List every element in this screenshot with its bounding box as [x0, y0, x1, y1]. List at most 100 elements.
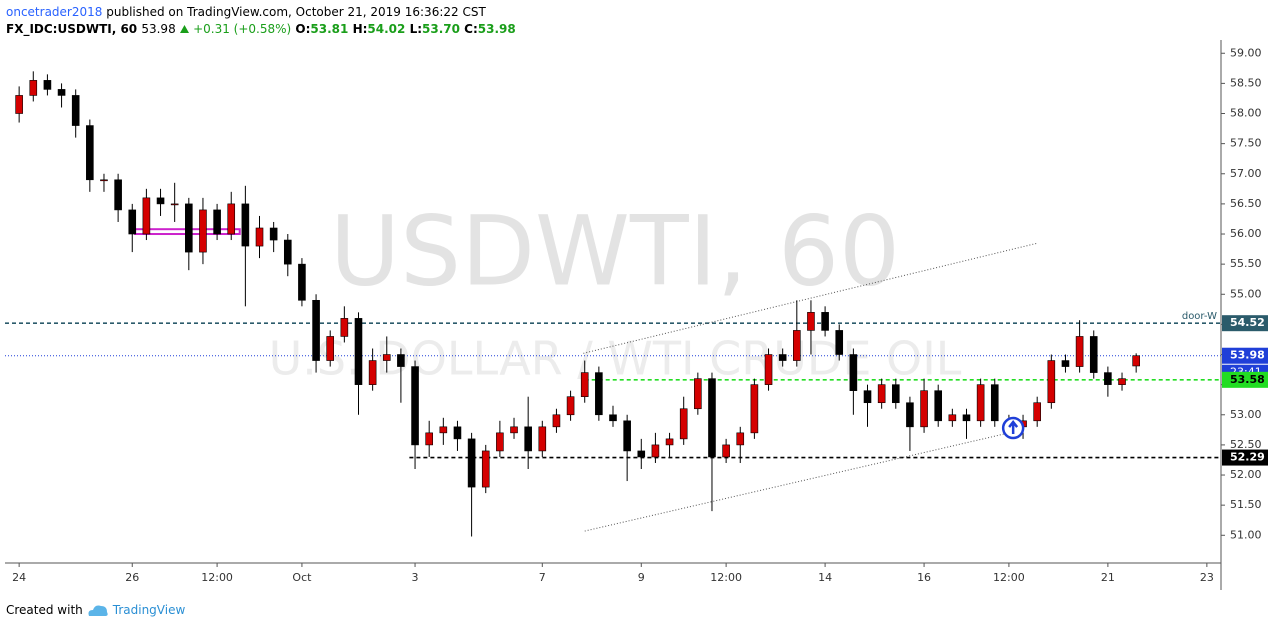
candle-body: [750, 384, 759, 434]
candle-body: [170, 203, 179, 206]
candle-body: [637, 450, 646, 458]
candle-body: [821, 312, 829, 331]
last: 53.98: [141, 22, 176, 36]
candle-body: [397, 354, 405, 367]
y-tick-label: 56.00: [1230, 227, 1262, 240]
price-label: 54.52: [1230, 316, 1265, 329]
candle-body: [57, 89, 66, 96]
c-value: 53.98: [477, 22, 516, 36]
candle-body: [778, 354, 787, 361]
candle-body: [114, 179, 122, 211]
price-label: 53.58: [1230, 373, 1265, 386]
candle-body: [100, 179, 108, 182]
candle-body: [213, 209, 221, 235]
candle-body: [326, 336, 335, 361]
candle-body: [722, 444, 730, 458]
symbol: FX_IDC:USDWTI, 60: [6, 22, 138, 36]
marker-arrow: [1008, 420, 1019, 435]
candle-body: [368, 360, 377, 385]
y-tick-label: 56.50: [1230, 197, 1262, 210]
candle-body: [156, 197, 165, 205]
candle-body: [609, 414, 617, 422]
change: +0.31 (+0.58%): [193, 22, 292, 36]
candle-body: [623, 420, 631, 452]
candle-body: [185, 203, 193, 253]
y-tick-label: 57.00: [1230, 167, 1262, 180]
candle-body: [86, 125, 94, 181]
candle-body: [481, 450, 490, 488]
candle-body: [835, 330, 844, 355]
candle-body: [241, 203, 250, 247]
y-tick-label: 55.00: [1230, 287, 1262, 300]
x-tick-label: 12:00: [201, 571, 233, 584]
candle-body: [1118, 378, 1126, 385]
candle-body: [510, 426, 518, 434]
chart: USDWTI, 60 U.S. DOLLAR / WTI CRUDE OIL 5…: [5, 40, 1268, 590]
l-label: L:: [409, 22, 423, 36]
candle-body: [255, 227, 264, 247]
candle-body: [920, 390, 928, 428]
x-tick-label: 26: [125, 571, 139, 584]
x-tick-label: 12:00: [710, 571, 742, 584]
candle-body: [411, 366, 419, 446]
candle-body: [863, 390, 872, 404]
candle-body: [354, 318, 363, 385]
candle-body: [1104, 372, 1112, 385]
price-label: 52.29: [1230, 451, 1265, 464]
candle-body: [906, 402, 914, 428]
candle-body: [382, 354, 391, 361]
x-tick-label: 12:00: [993, 571, 1025, 584]
candle-body: [736, 432, 745, 446]
price-label: 53.98: [1230, 349, 1265, 362]
x-tick-label: 21: [1101, 571, 1115, 584]
x-tick-label: 23: [1200, 571, 1214, 584]
candle-body: [764, 354, 773, 385]
candle-body: [708, 378, 716, 458]
candle-body: [651, 444, 660, 458]
footer: Created with TradingView: [6, 603, 185, 617]
candle-body: [283, 239, 292, 265]
candle-body: [524, 426, 532, 452]
candle-body: [538, 426, 547, 452]
y-tick-label: 55.50: [1230, 257, 1262, 270]
candle-body: [807, 312, 815, 331]
candle-body: [227, 203, 236, 235]
candle-body: [467, 438, 476, 488]
y-tick-label: 52.00: [1230, 468, 1262, 481]
candle-body: [552, 414, 561, 428]
h-label: H:: [352, 22, 368, 36]
candle-body: [1047, 360, 1056, 404]
c-label: C:: [464, 22, 478, 36]
x-tick-label: 24: [12, 571, 26, 584]
price-label-box: [1222, 371, 1268, 388]
y-tick-label: 58.50: [1230, 76, 1262, 89]
candle-body: [1132, 355, 1140, 367]
y-tick-label: 51.50: [1230, 498, 1262, 511]
candle-body: [679, 408, 688, 440]
o-value: 53.81: [310, 22, 349, 36]
candle-body: [29, 80, 38, 96]
logo: [88, 605, 108, 616]
header-line: oncetrader2018 published on TradingView.…: [6, 5, 486, 19]
x-tick-label: Oct: [292, 571, 312, 584]
x-tick-label: 16: [917, 571, 931, 584]
candle-body: [976, 384, 985, 422]
h-value: 54.02: [367, 22, 406, 36]
candle-body: [891, 384, 900, 404]
candle-body: [877, 384, 886, 404]
candle-body: [128, 209, 137, 235]
candle-body: [453, 426, 462, 440]
x-tick-label: 14: [818, 571, 832, 584]
y-tick-label: 53.00: [1230, 408, 1262, 421]
candle-body: [566, 396, 575, 416]
candle-body: [990, 384, 999, 422]
candle-body: [580, 372, 589, 398]
candle-body: [269, 227, 278, 241]
channel-line: [584, 431, 1012, 532]
candle-body: [595, 372, 603, 416]
candle-body: [665, 438, 674, 446]
candle-body: [439, 426, 448, 434]
candle-body: [43, 80, 52, 90]
brand: TradingView: [112, 603, 186, 617]
y-tick-label: 51.00: [1230, 528, 1262, 541]
